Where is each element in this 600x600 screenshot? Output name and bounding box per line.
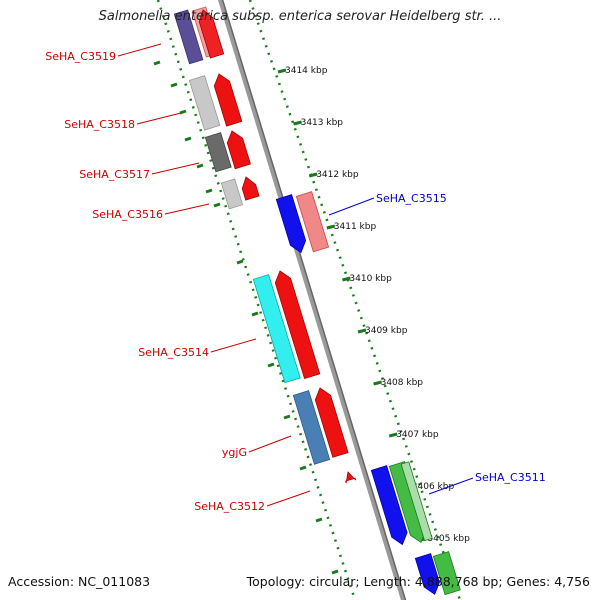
- left-tick: [184, 136, 192, 142]
- gene-label-leader: [428, 477, 474, 495]
- kbp-label: 3408 kbp: [381, 378, 424, 388]
- kbp-label: 3413 kbp: [301, 118, 344, 128]
- kbp-tick: [342, 276, 351, 282]
- kbp-label: 3411 kbp: [334, 222, 377, 232]
- kbp-label: 3405 kbp: [427, 534, 470, 544]
- genome-summary: Topology: circular; Length: 4,888,768 bp…: [246, 574, 590, 589]
- gene-label-leader: [136, 112, 182, 125]
- gene-label-leader: [117, 43, 162, 57]
- left-tick: [299, 465, 307, 471]
- gene-arrow: [292, 390, 331, 465]
- gene-arrow: [220, 178, 244, 210]
- gene-label-leader: [266, 490, 311, 507]
- gene-arrow: [226, 130, 251, 170]
- gene-arrow: [314, 387, 349, 458]
- gene-label: SeHA_C3519: [45, 50, 116, 63]
- left-tick: [170, 82, 178, 88]
- left-tick: [213, 202, 221, 208]
- right-scale-dotted-line: [248, 0, 462, 600]
- kbp-tick: [308, 172, 318, 178]
- gene-arrow: [204, 132, 232, 173]
- gene-label-leader: [248, 435, 292, 453]
- left-tick: [196, 163, 204, 169]
- gene-arrow: [370, 465, 408, 546]
- kbp-tick: [326, 224, 336, 230]
- left-tick: [331, 569, 339, 575]
- gene-label-leader: [328, 197, 375, 216]
- backbone-line: [217, 0, 407, 600]
- gene-arrow: [252, 274, 301, 384]
- gene-arrow: [275, 194, 307, 254]
- kbp-label: 3410 kbp: [349, 274, 392, 284]
- gene-arrow: [241, 176, 260, 201]
- kbp-tick: [388, 432, 398, 438]
- gene-arrow: [414, 553, 440, 595]
- gene-arrow: [198, 9, 225, 59]
- gene-arrow: [188, 75, 221, 131]
- genome-title: Salmonella enterica subsp. enterica sero…: [98, 9, 502, 24]
- left-tick: [251, 311, 259, 317]
- gene-label: SeHA_C3516: [92, 208, 163, 221]
- accession-text: Accession: NC_011083: [8, 574, 151, 589]
- left-tick: [236, 259, 244, 265]
- backbone-shadow: [221, 0, 407, 600]
- gene-arrow: [400, 461, 433, 542]
- left-tick: [283, 414, 291, 420]
- gene-label-leader: [164, 203, 210, 215]
- kbp-label: 3407 kbp: [396, 430, 439, 440]
- left-tick: [153, 60, 161, 66]
- gene-label: SeHA_C3511: [475, 471, 546, 484]
- gene-arrow: [213, 73, 243, 127]
- kbp-label: 3414 kbp: [285, 66, 328, 76]
- gene-label-leader: [151, 162, 200, 175]
- kbp-tick: [293, 120, 302, 126]
- gene-arrow: [274, 270, 321, 380]
- kbp-label: 3412 kbp: [316, 170, 359, 180]
- gene-label: SeHA_C3518: [64, 118, 135, 131]
- gene-arrow: [173, 9, 204, 65]
- kbp-label: 3409 kbp: [365, 326, 408, 336]
- gene-arrow: [295, 191, 330, 253]
- gene-label: SeHA_C3515: [376, 192, 447, 205]
- gene-arrow: [432, 551, 461, 596]
- gene-label-leader: [210, 338, 257, 353]
- left-tick: [315, 517, 323, 523]
- left-tick: [205, 188, 213, 194]
- gene-label: SeHA_C3517: [79, 168, 150, 181]
- gene-label: SeHA_C3512: [194, 500, 265, 513]
- left-tick: [267, 362, 275, 368]
- gene-label: ygjG: [222, 446, 247, 459]
- left-tick: [179, 109, 187, 115]
- kbp-tick: [277, 68, 287, 74]
- gene-label: SeHA_C3514: [138, 346, 209, 359]
- left-scale-dotted-line: [156, 0, 357, 600]
- kbp-label: 3406 kbp: [412, 482, 455, 492]
- kbp-tick: [357, 328, 367, 334]
- kbp-tick: [373, 380, 382, 386]
- gene-arrow: [345, 471, 357, 484]
